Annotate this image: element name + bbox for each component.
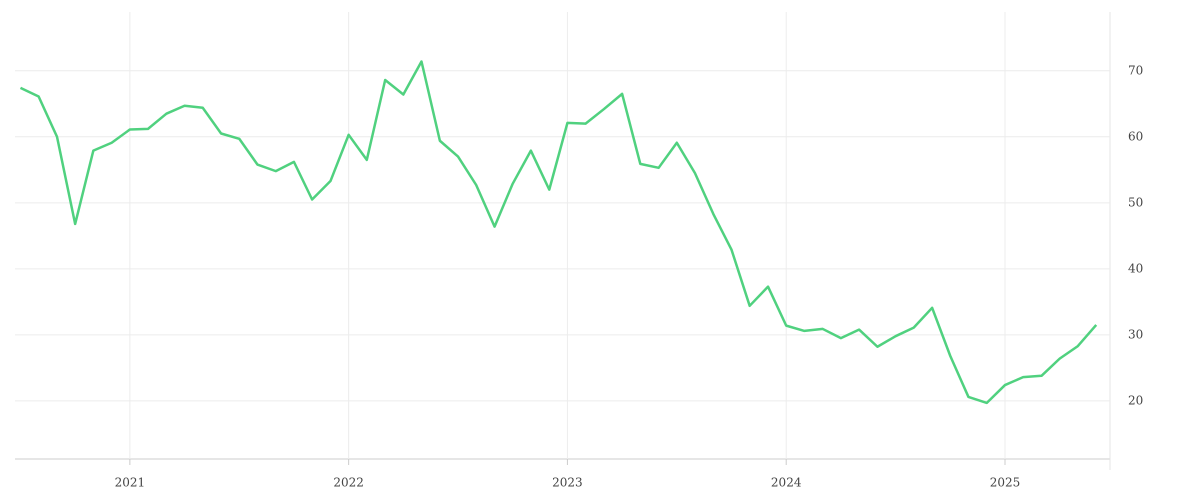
x-tick-label: 2024 [771,476,802,490]
x-tick-label: 2023 [552,476,583,490]
y-tick-label: 40 [1128,261,1143,275]
y-tick-label: 70 [1128,63,1143,77]
x-tick-label: 2022 [333,476,364,490]
y-tick-label: 50 [1128,195,1143,209]
y-tick-label: 20 [1128,393,1143,407]
y-tick-label: 30 [1128,327,1143,341]
x-tick-label: 2021 [115,476,146,490]
y-tick-label: 60 [1128,129,1143,143]
data-line [19,60,1098,405]
x-tick-label: 2025 [990,476,1021,490]
